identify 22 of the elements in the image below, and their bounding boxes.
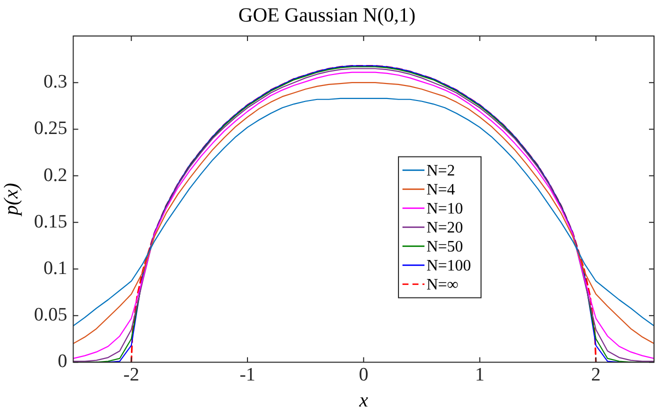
x-tick-label: -2 — [123, 364, 140, 386]
legend-label: N=50 — [426, 238, 464, 256]
y-tick-label: 0.1 — [44, 258, 68, 279]
legend-label: N=20 — [426, 219, 464, 236]
y-tick-label: 0.15 — [34, 211, 68, 232]
legend-label: N=4 — [426, 181, 456, 198]
y-tick-label: 0.25 — [34, 118, 68, 140]
legend-label: N=100 — [426, 257, 472, 274]
chart-title: GOE Gaussian N(0,1) — [238, 4, 416, 26]
legend-label: N=∞ — [426, 276, 458, 294]
y-tick-label: 0 — [58, 351, 68, 372]
x-tick-label: 0 — [358, 364, 368, 386]
legend-label: N=10 — [426, 200, 464, 218]
y-tick-label: 0.05 — [34, 304, 68, 326]
x-tick-label: 2 — [591, 364, 601, 386]
y-tick-label: 0.3 — [44, 72, 68, 93]
legend-label: N=2 — [426, 162, 456, 180]
y-axis-title: p(x) — [0, 182, 22, 218]
x-tick-label: 1 — [475, 364, 485, 386]
x-tick-label: -1 — [240, 364, 256, 386]
x-axis-title: x — [358, 389, 368, 412]
y-tick-label: 0.2 — [44, 164, 68, 186]
